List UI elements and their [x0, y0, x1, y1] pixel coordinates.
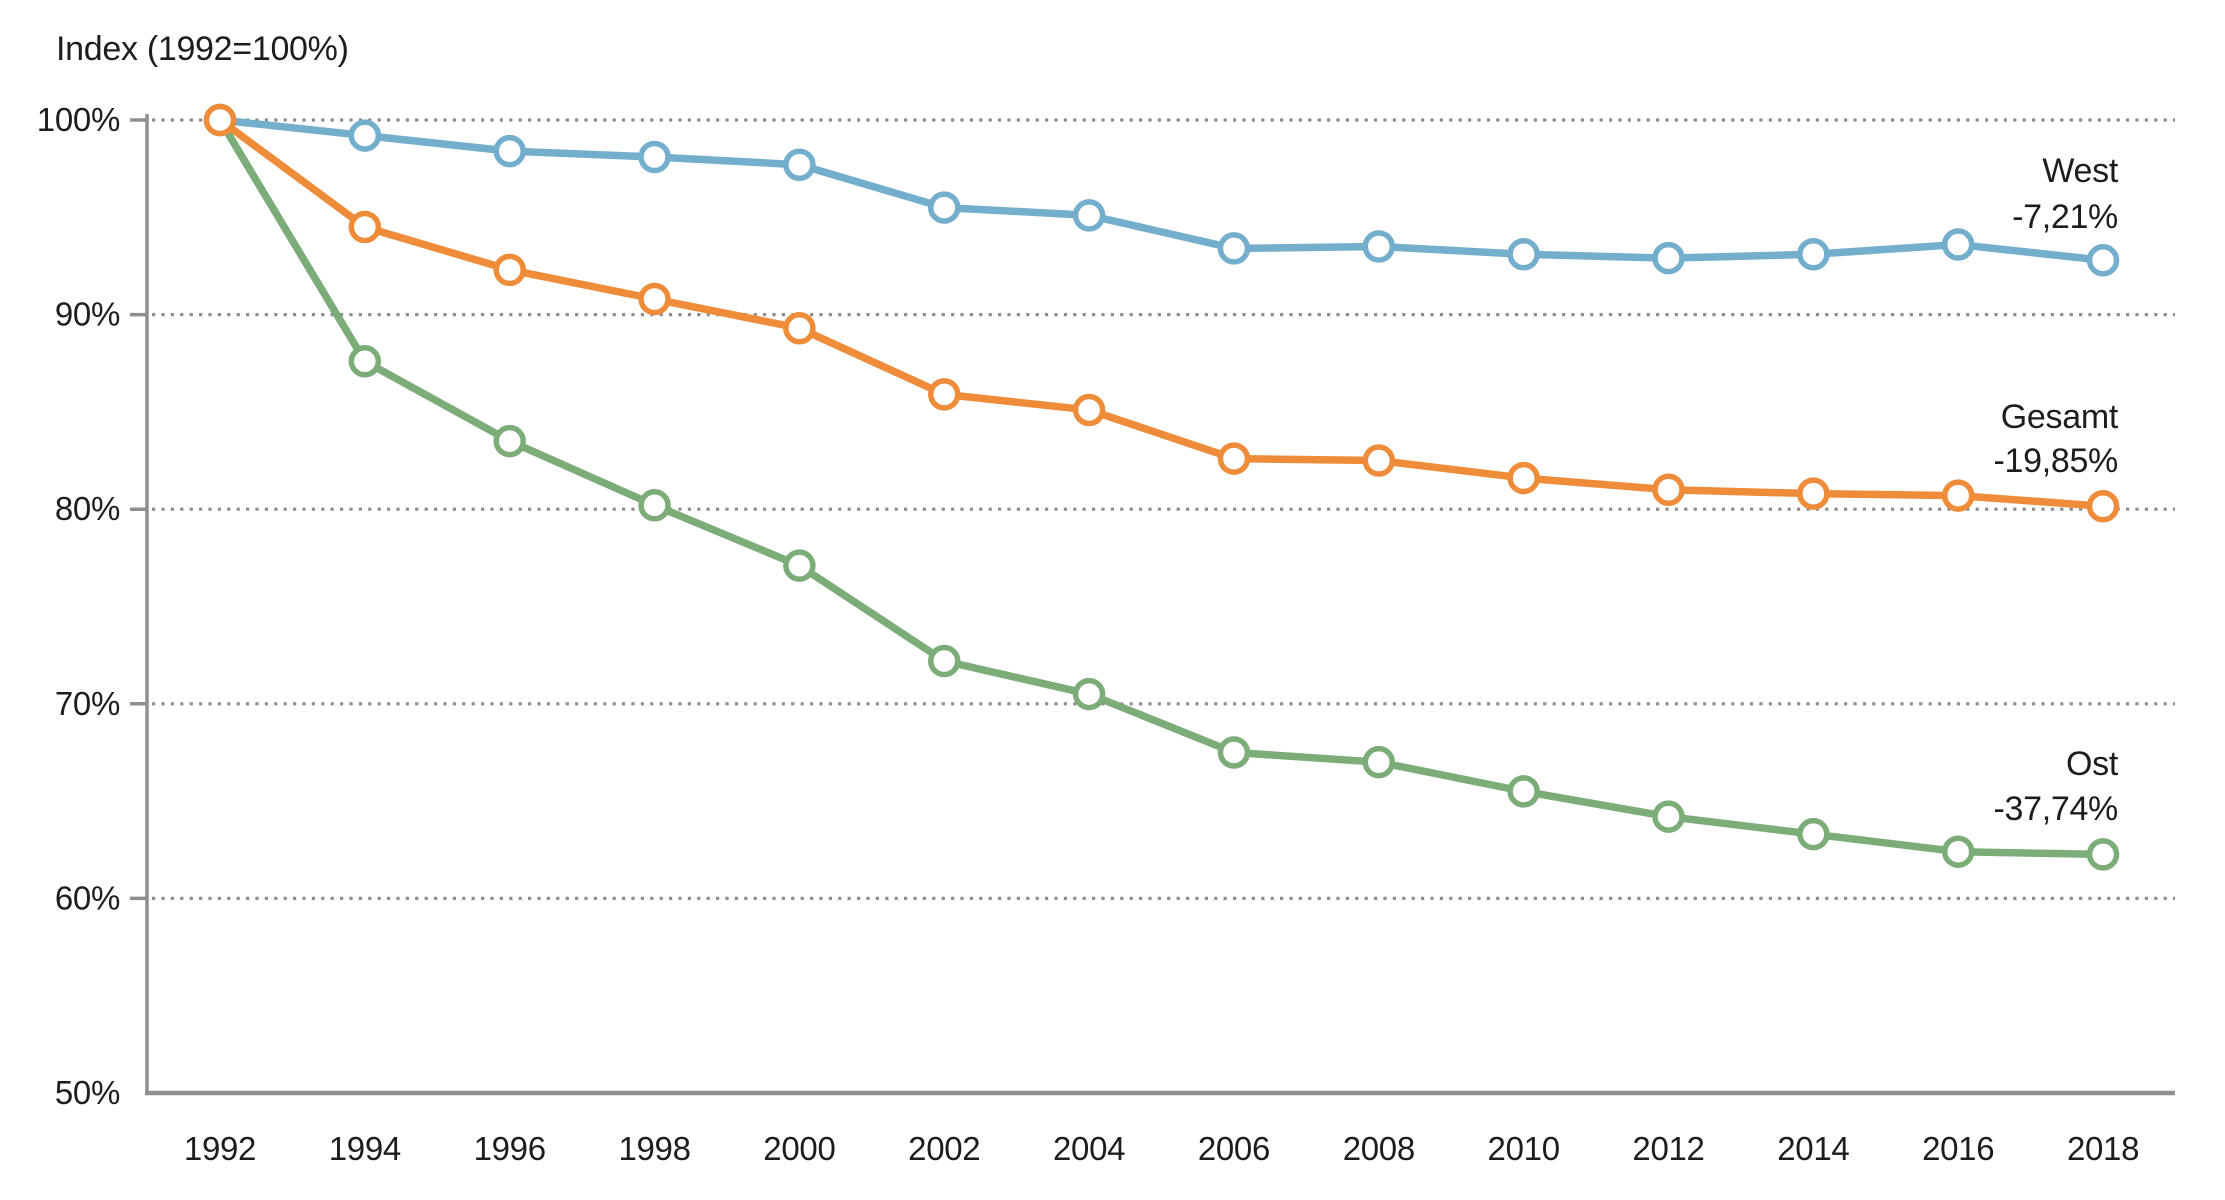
data-point-ost-2002	[928, 644, 961, 678]
y-tick-label-60: 60%	[55, 879, 120, 916]
data-point-west-2002	[928, 191, 961, 224]
data-point-gesamt-2006	[1217, 442, 1251, 475]
x-tick-label-2010: 2010	[1488, 1130, 1560, 1167]
series-label-west-value: -7,21%	[2012, 198, 2118, 236]
x-tick-label-1998: 1998	[618, 1130, 690, 1167]
series-label-gesamt: Gesamt	[2001, 398, 2119, 436]
x-tick-label-2000: 2000	[763, 1130, 835, 1167]
data-point-west-2018	[2086, 244, 2120, 277]
data-point-gesamt-1996	[493, 253, 526, 287]
x-tick-label-2016: 2016	[1922, 1130, 1994, 1167]
y-tick-label-70: 70%	[55, 685, 120, 722]
data-point-gesamt-1992	[203, 103, 237, 137]
chart-title: Index (1992=100%)	[56, 30, 349, 68]
data-point-ost-1994	[348, 345, 382, 378]
series-line-west	[216, 116, 2107, 265]
series-label-gesamt-value: -19,85%	[1993, 442, 2118, 480]
y-tick-label-80: 80%	[55, 490, 120, 527]
data-point-west-1998	[638, 140, 671, 174]
x-tick-label-2002: 2002	[908, 1130, 980, 1167]
data-point-ost-1996	[493, 424, 526, 458]
x-tick-label-1992: 1992	[184, 1130, 256, 1167]
data-point-gesamt-2014	[1797, 477, 1830, 510]
data-point-ost-1998	[638, 489, 671, 522]
data-point-west-2006	[1217, 232, 1251, 265]
data-point-gesamt-2012	[1652, 473, 1685, 506]
data-point-west-2016	[1941, 228, 1975, 261]
data-point-gesamt-2002	[928, 378, 961, 411]
series-label-west: West	[2042, 152, 2118, 190]
data-point-west-2008	[1362, 230, 1396, 263]
y-tick-label-90: 90%	[55, 296, 120, 333]
data-point-gesamt-2016	[1941, 479, 1975, 512]
data-point-gesamt-1994	[348, 210, 382, 244]
data-point-gesamt-1998	[638, 282, 671, 316]
series-label-ost-value: -37,74%	[1993, 790, 2118, 828]
x-tick-label-2018: 2018	[2067, 1130, 2139, 1167]
series-line-gesamt	[216, 116, 2107, 511]
data-point-ost-2008	[1362, 745, 1396, 779]
x-tick-label-2014: 2014	[1777, 1130, 1849, 1167]
data-point-west-2014	[1797, 238, 1830, 271]
x-tick-label-1994: 1994	[329, 1130, 401, 1167]
data-point-ost-2014	[1797, 817, 1830, 851]
y-tick-label-100: 100%	[37, 101, 120, 138]
data-point-gesamt-2018	[2086, 490, 2120, 523]
data-point-ost-2004	[1072, 677, 1106, 711]
data-point-gesamt-2004	[1072, 393, 1106, 427]
series-line-ost	[216, 116, 2107, 859]
data-point-ost-2000	[783, 549, 816, 582]
data-point-gesamt-2000	[783, 311, 816, 345]
data-point-ost-2018	[2086, 838, 2120, 871]
data-point-gesamt-2010	[1507, 461, 1540, 495]
data-point-west-2010	[1507, 238, 1540, 271]
series-label-ost: Ost	[2066, 745, 2119, 783]
data-point-west-2004	[1072, 199, 1106, 232]
data-point-west-1996	[493, 134, 526, 168]
data-point-west-1994	[348, 119, 382, 152]
data-point-west-2000	[783, 148, 816, 182]
data-point-ost-2016	[1941, 835, 1975, 868]
data-point-ost-2006	[1217, 736, 1251, 769]
x-tick-label-1996: 1996	[474, 1130, 546, 1167]
data-point-gesamt-2008	[1362, 444, 1396, 477]
x-tick-label-2012: 2012	[1632, 1130, 1704, 1167]
x-tick-label-2004: 2004	[1053, 1130, 1125, 1167]
y-tick-label-50: 50%	[55, 1074, 120, 1111]
data-point-ost-2010	[1507, 775, 1540, 808]
data-point-ost-2012	[1652, 800, 1685, 833]
x-tick-label-2008: 2008	[1343, 1130, 1415, 1167]
x-tick-label-2006: 2006	[1198, 1130, 1270, 1167]
data-point-west-2012	[1652, 241, 1685, 275]
